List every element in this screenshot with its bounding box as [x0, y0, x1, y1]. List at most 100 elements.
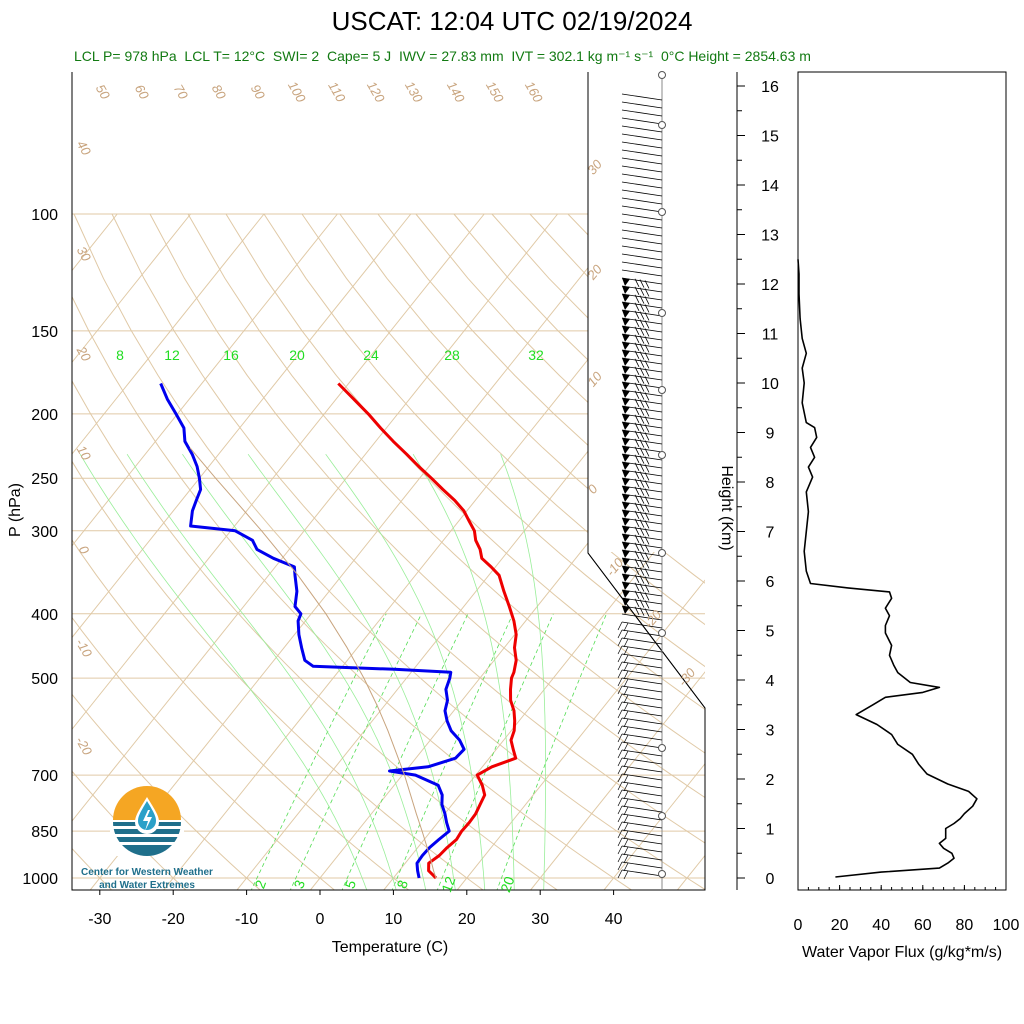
moist-adiabat-line [412, 453, 515, 890]
mixing-ratio-line [436, 613, 554, 890]
chart-title: USCAT: 12:04 UTC 02/19/2024 [331, 6, 693, 36]
wind-barb-flag [634, 598, 640, 607]
wind-barb-flag [639, 607, 645, 616]
wind-barb-flag [617, 781, 623, 791]
dry-adiabat-line [111, 213, 705, 844]
wind-barb [621, 725, 663, 733]
wind-barb-flag [644, 392, 650, 401]
wind-barb [621, 829, 663, 837]
wind-barb-pennant [622, 358, 630, 366]
wind-barb-pennant [622, 526, 630, 534]
wind-barb-flag [623, 870, 629, 880]
height-tick-label: 1 [766, 822, 775, 839]
wind-barb-flag [634, 406, 640, 415]
barb-level-marker [658, 71, 666, 79]
isotherm-line [72, 213, 558, 822]
mixing-ratio-label: 32 [528, 347, 544, 363]
wind-barb-flag [634, 558, 640, 567]
wind-barb-flag [639, 559, 645, 568]
wind-barb [621, 797, 663, 805]
wind-barb [621, 685, 663, 693]
wind-barb-flag [644, 384, 650, 393]
dewpoint-profile-line [159, 382, 466, 879]
wind-barb [621, 269, 663, 277]
wind-barb-flag [644, 528, 650, 537]
wind-barb-pennant [622, 478, 630, 486]
wind-barb-flag [644, 552, 650, 561]
wind-barb-flag [634, 286, 640, 295]
height-tick-label: 9 [766, 426, 775, 443]
mixing-ratio-label: 5 [341, 878, 359, 891]
wind-barb [621, 757, 663, 765]
wind-barb-flag [644, 608, 650, 617]
wind-barb [621, 117, 663, 125]
wind-barb-pennant [622, 590, 630, 598]
wind-barb [621, 869, 663, 877]
wind-barb-flag [634, 518, 640, 527]
chart-subtitle: LCL P= 978 hPa LCL T= 12°C SWI= 2 Cape= … [74, 48, 811, 65]
wind-barb [621, 261, 663, 269]
dry-adiabat-line [72, 460, 484, 890]
height-tick-label: 7 [766, 525, 775, 542]
dry-adiabat-line [453, 213, 705, 464]
wind-barb-flag [644, 328, 650, 337]
wind-barb-flag [634, 342, 640, 351]
wind-barb-flag [644, 376, 650, 385]
wind-barb-flag [634, 302, 640, 311]
mixing-ratio-line [250, 613, 387, 890]
ivt-value: IVT = 302.1 kg m⁻¹ s⁻¹ [511, 48, 654, 64]
dry-adiabat-label: 150 [483, 79, 507, 106]
freezing-level-height: 0°C Height = 2854.63 m [660, 48, 811, 64]
wind-barb-pennant [622, 422, 630, 430]
dry-adiabat-line [72, 539, 410, 890]
wind-barb-flag [623, 622, 629, 632]
wind-barb-pennant [622, 454, 630, 462]
wind-barb-flag [634, 422, 640, 431]
wind-barb [621, 813, 663, 821]
wind-barb-flag [639, 423, 645, 432]
wind-barb-flag [634, 390, 640, 399]
wind-barb-flag [644, 472, 650, 481]
wind-barb-flag [634, 566, 640, 575]
wind-barb-flag [634, 294, 640, 303]
wind-barb-flag [634, 374, 640, 383]
barb-area-border [587, 72, 706, 709]
wind-barb [621, 749, 663, 757]
wind-barb [621, 741, 663, 749]
logo-text-line2: and Water Extremes [99, 880, 195, 891]
wind-barb-flag [634, 334, 640, 343]
wind-barb [621, 245, 663, 253]
y-tick-label: 500 [31, 671, 58, 688]
cw3e-logo: Center for Western Weather and Water Ext… [81, 786, 213, 891]
wind-barb-flag [639, 311, 645, 320]
height-tick-label: 6 [766, 574, 775, 591]
lcl-pressure: LCL P= 978 hPa [74, 48, 177, 64]
wind-barb-flag [634, 438, 640, 447]
wind-barb-flag [623, 702, 629, 712]
wind-barb-flag [634, 574, 640, 583]
wind-barb-flag [644, 304, 650, 313]
isotherm-label: -10 [73, 636, 96, 660]
wind-barb-flag [617, 829, 623, 839]
wind-barb-pennant [622, 318, 630, 326]
wind-barb-flag [639, 415, 645, 424]
moist-adiabat-line [325, 453, 486, 890]
wind-barb-flag [617, 869, 623, 879]
height-tick-label: 3 [766, 723, 775, 740]
wind-barb-flag [644, 480, 650, 489]
mixing-ratio-label: 8 [116, 347, 124, 363]
logo-bolt-icon [143, 810, 152, 831]
wind-barb-flag [639, 583, 645, 592]
wind-barb-pennant [622, 326, 630, 334]
wind-barb-pennant [622, 366, 630, 374]
dry-adiabat-label: 80 [209, 82, 230, 103]
wind-barb [621, 845, 663, 853]
barb-level-marker [658, 121, 666, 129]
mixing-ratio-label: 20 [497, 874, 517, 894]
wind-barb-flag [644, 544, 650, 553]
height-tick-label: 15 [761, 129, 779, 146]
wind-barb-pennant [622, 566, 630, 574]
height-tick-label: 8 [766, 475, 775, 492]
wind-barb-flag [639, 407, 645, 416]
isotherm-line [749, 214, 1024, 892]
